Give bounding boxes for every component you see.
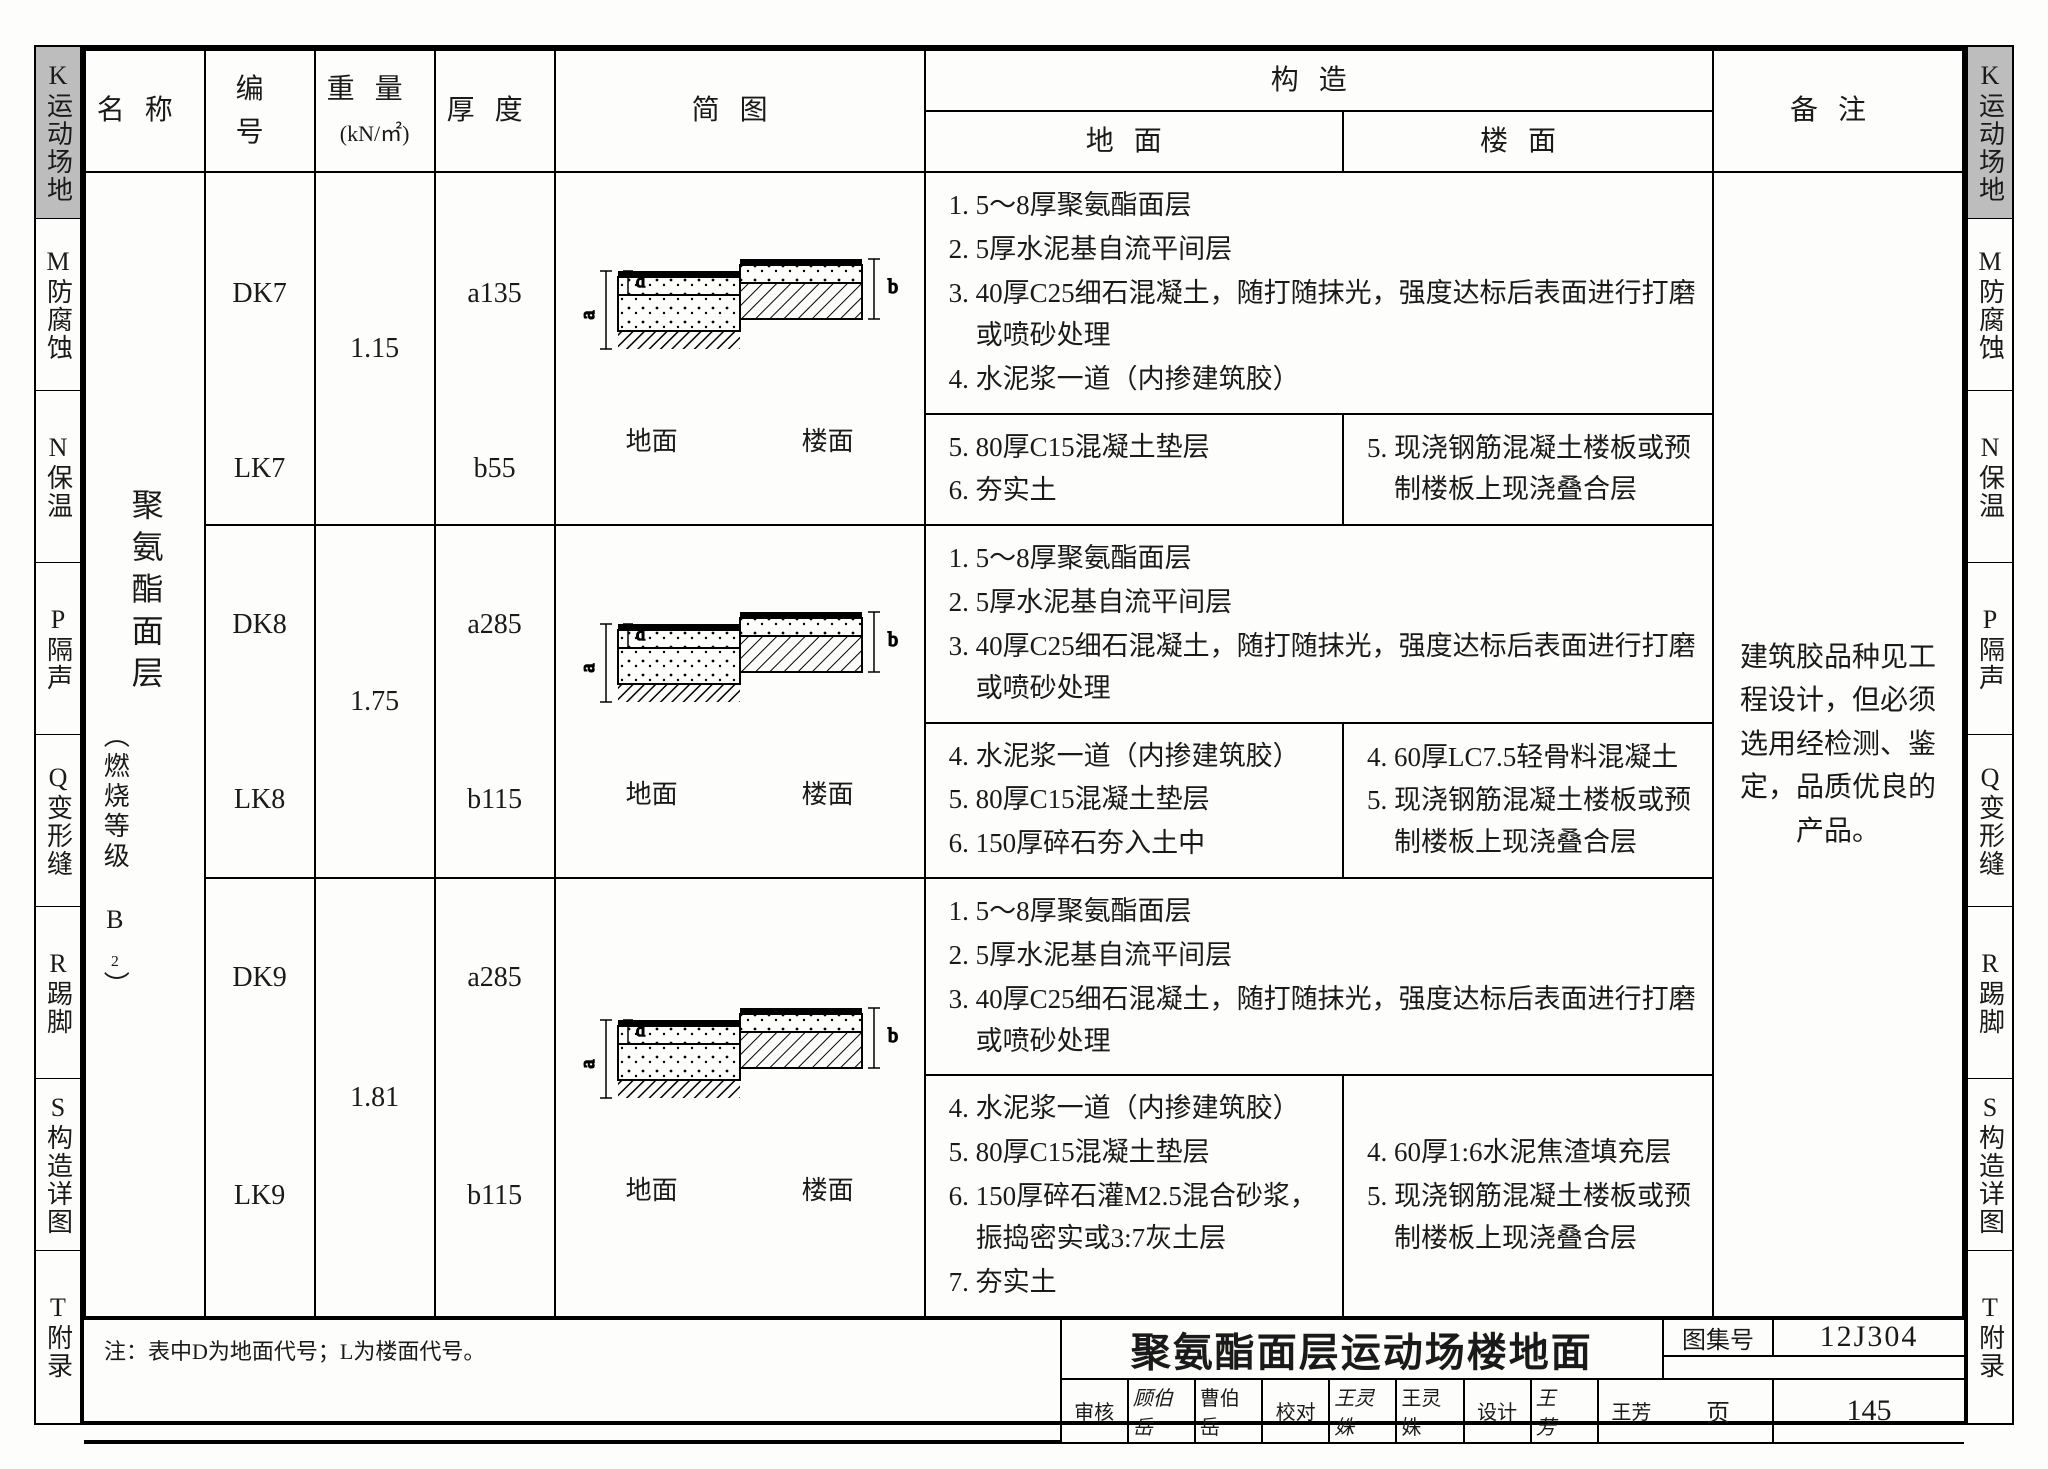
construction-floor: 现浇钢筋混凝土楼板或预制楼板上现浇叠合层 [1343,414,1713,526]
construction-common: 5～8厚聚氨酯面层5厚水泥基自流平间层40厚C25细石混凝土，随打随抹光，强度达… [925,172,1713,413]
foot-note: 注：表中D为地面代号；L为楼面代号。 [84,1320,1062,1442]
svg-text:a: a [577,663,599,672]
svg-text:b: b [888,629,898,651]
drawing-sheet: 名称 编号 重量 (kN/㎡) 厚度 简图 构造 备注 地面 楼面 聚氨酯面层 … [80,45,1968,1425]
svg-text:d: d [636,624,645,644]
layer-name-sub: （燃烧等级 B₂） [94,722,134,1001]
weight-cell: 1.81 [315,878,435,1317]
section-diagram: a b d [570,588,910,758]
svg-text:d: d [636,271,645,291]
side-tab: Q变形缝 [1968,735,2012,907]
approval-sign: 王灵姝 [1330,1380,1397,1442]
construction-floor: 60厚LC7.5轻骨料混凝土现浇钢筋混凝土楼板或预制楼板上现浇叠合层 [1343,723,1713,879]
side-tab: S构造详图 [36,1079,80,1251]
approval-name: 王灵姝 [1397,1380,1464,1442]
code-cell: DK7 [205,172,315,413]
sheet-title: 聚氨酯面层运动场楼地面 [1062,1320,1664,1378]
approval-name: 曹伯岳 [1196,1380,1263,1442]
atlas-no: 12J304 [1774,1320,1964,1357]
code-cell: DK9 [205,878,315,1075]
construction-floor: 60厚1:6水泥焦渣填充层现浇钢筋混凝土楼板或预制楼板上现浇叠合层 [1343,1075,1713,1316]
construction-common: 5～8厚聚氨酯面层5厚水泥基自流平间层40厚C25细石混凝土，随打随抹光，强度达… [925,525,1713,722]
side-tab: R踢脚 [1968,907,2012,1079]
side-tabs-left: K运动场地M防腐蚀N保温P隔声Q变形缝R踢脚S构造详图T附录 [34,45,80,1425]
section-diagram: a b d [570,984,910,1154]
side-tab: K运动场地 [36,47,80,219]
approval-label: 校对 [1263,1380,1330,1442]
side-tab: S构造详图 [1968,1079,2012,1251]
diagram-cell: a b d 地面楼面 [555,878,925,1317]
code-cell: DK8 [205,525,315,722]
side-tab: N保温 [1968,391,2012,563]
side-tab: T附录 [36,1251,80,1422]
hdr-construction: 构造 [925,50,1713,111]
svg-text:d: d [636,1020,645,1040]
side-tab: P隔声 [36,563,80,735]
hdr-ground: 地面 [925,111,1343,172]
code-cell: LK8 [205,723,315,879]
svg-text:a: a [577,310,599,319]
hdr-weight: 重量 (kN/㎡) [315,50,435,173]
section-diagram: a b d [570,235,910,405]
thickness-cell: b55 [435,414,555,526]
diagram-cell: a b d 地面楼面 [555,525,925,878]
side-tab: M防腐蚀 [1968,219,2012,391]
page-no: 145 [1774,1378,1964,1442]
spec-table: 名称 编号 重量 (kN/㎡) 厚度 简图 构造 备注 地面 楼面 聚氨酯面层 … [84,49,1964,1318]
diagram-cell: a b d 地面楼面 [555,172,925,525]
svg-text:a: a [577,1059,599,1068]
construction-ground: 水泥浆一道（内掺建筑胶）80厚C15混凝土垫层150厚碎石灌M2.5混合砂浆，振… [925,1075,1343,1316]
hdr-floor: 楼面 [1343,111,1713,172]
approval-sign: 顾伯岳 [1129,1380,1196,1442]
side-tab: T附录 [1968,1251,2012,1422]
code-cell: LK9 [205,1075,315,1316]
thickness-cell: a285 [435,878,555,1075]
construction-ground: 水泥浆一道（内掺建筑胶）80厚C15混凝土垫层150厚碎石夯入土中 [925,723,1343,879]
atlas-label: 图集号 [1664,1320,1774,1357]
side-tabs-right: K运动场地M防腐蚀N保温P隔声Q变形缝R踢脚S构造详图T附录 [1968,45,2014,1425]
hdr-name: 名称 [85,50,205,173]
weight-cell: 1.75 [315,525,435,878]
page-label: 页 [1664,1378,1774,1442]
hdr-code: 编号 [205,50,315,173]
weight-cell: 1.15 [315,172,435,525]
construction-ground: 80厚C15混凝土垫层夯实土 [925,414,1343,526]
hdr-remarks: 备注 [1713,50,1963,173]
construction-common: 5～8厚聚氨酯面层5厚水泥基自流平间层40厚C25细石混凝土，随打随抹光，强度达… [925,878,1713,1075]
thickness-cell: b115 [435,1075,555,1316]
layer-name-main: 聚氨酯面层 [94,488,196,698]
thickness-cell: a285 [435,525,555,722]
svg-text:b: b [888,1025,898,1047]
side-tab: K运动场地 [1968,47,2012,219]
thickness-cell: a135 [435,172,555,413]
svg-text:b: b [888,276,898,298]
footer: 注：表中D为地面代号；L为楼面代号。 聚氨酯面层运动场楼地面 图集号 12J30… [84,1318,1964,1444]
approval-sign: 王 芳 [1532,1380,1599,1442]
side-tab: R踢脚 [36,907,80,1079]
code-cell: LK7 [205,414,315,526]
hdr-thickness: 厚度 [435,50,555,173]
approval-label: 审核 [1062,1380,1129,1442]
approval-name: 王芳 [1599,1380,1664,1442]
side-tab: M防腐蚀 [36,219,80,391]
hdr-diagram: 简图 [555,50,925,173]
side-tab: N保温 [36,391,80,563]
approval-label: 设计 [1465,1380,1532,1442]
side-tab: Q变形缝 [36,735,80,907]
thickness-cell: b115 [435,723,555,879]
side-tab: P隔声 [1968,563,2012,735]
remarks-cell: 建筑胶品种见工程设计，但必须选用经检测、鉴定，品质优良的产品。 [1713,172,1963,1316]
